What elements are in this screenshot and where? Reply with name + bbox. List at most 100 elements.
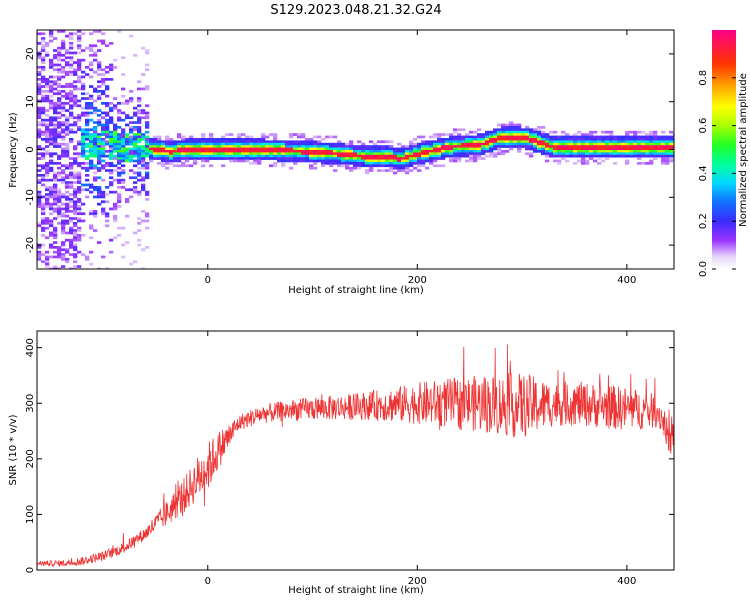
spectrogram-cell bbox=[61, 68, 66, 72]
spectrogram-cell bbox=[53, 54, 58, 57]
spectrogram-cell bbox=[57, 70, 62, 74]
spectrogram-cell bbox=[197, 157, 202, 160]
spectrogram-cell bbox=[69, 66, 74, 69]
spectrogram-cell bbox=[53, 152, 58, 156]
spectrogram-cell bbox=[381, 152, 386, 156]
spectrogram-cell bbox=[473, 152, 478, 156]
spectrogram-cell bbox=[513, 138, 518, 141]
spectrogram-cell bbox=[657, 140, 662, 144]
spectrogram-cell bbox=[97, 49, 102, 52]
spectrogram-cell bbox=[37, 123, 42, 127]
spectrogram-cell bbox=[653, 133, 658, 136]
spectrogram-cell bbox=[125, 157, 130, 160]
spectrogram-cell bbox=[621, 142, 626, 146]
spectrogram-cell bbox=[73, 212, 78, 216]
spectrogram-cell bbox=[61, 135, 66, 139]
spectrogram-cell bbox=[289, 166, 294, 170]
spectrogram-cell bbox=[93, 178, 98, 182]
spectrogram-cell bbox=[405, 145, 410, 148]
spectrogram-cell bbox=[117, 159, 122, 163]
spectrogram-cell bbox=[61, 231, 66, 235]
spectrogram-cell bbox=[473, 135, 478, 139]
spectrogram-cell bbox=[649, 162, 654, 165]
spectrogram-cell bbox=[393, 162, 398, 165]
spectrogram-cell bbox=[93, 99, 98, 103]
spectrogram-cell bbox=[97, 118, 102, 122]
spectrogram-cell bbox=[37, 224, 42, 228]
spectrogram-cell bbox=[113, 157, 118, 160]
spectrogram-cell bbox=[69, 90, 74, 93]
spectrogram-cell bbox=[65, 181, 70, 184]
spectrogram-cell bbox=[469, 145, 474, 148]
spectrogram-cell bbox=[49, 104, 54, 108]
spectrogram-cell bbox=[321, 159, 326, 163]
spectrogram-cell bbox=[489, 145, 494, 148]
spectrogram-cell bbox=[69, 174, 74, 177]
spectrogram-cell bbox=[653, 154, 658, 158]
spectrogram-cell bbox=[321, 154, 326, 158]
spectrogram-cell bbox=[357, 159, 362, 163]
spectrogram-cell bbox=[545, 142, 550, 146]
spectrogram-cell bbox=[261, 142, 266, 146]
spectrogram-cell bbox=[53, 102, 58, 105]
spectrogram-cell bbox=[505, 130, 510, 134]
spectrogram-cell bbox=[65, 142, 70, 146]
spectrogram-cell bbox=[77, 178, 82, 182]
snr-y-label: SNR (10 * v/v) bbox=[8, 414, 19, 485]
spectrogram-cell bbox=[413, 157, 418, 160]
spectrogram-cell bbox=[649, 140, 654, 144]
spectrogram-cell bbox=[473, 140, 478, 144]
spectrogram-cell bbox=[617, 140, 622, 144]
spectrogram-cell bbox=[45, 78, 50, 81]
spectrogram-cell bbox=[329, 142, 334, 146]
spectrogram-cell bbox=[65, 202, 70, 206]
spectrogram-cell bbox=[141, 135, 146, 139]
spectrogram-cell bbox=[121, 243, 126, 247]
spectrogram-cell bbox=[89, 212, 94, 216]
spectrogram-cell bbox=[629, 130, 634, 134]
spectrogram-cell bbox=[137, 104, 142, 108]
spectrogram-cell bbox=[457, 135, 462, 139]
spectrogram-cell bbox=[225, 154, 230, 158]
spectrogram-cell bbox=[357, 157, 362, 160]
spectrogram-cell bbox=[229, 138, 234, 141]
spectrogram-cell bbox=[81, 145, 86, 148]
spectrogram-cell bbox=[41, 166, 46, 170]
spectrogram-cell bbox=[213, 147, 218, 151]
spectrogram-cell bbox=[181, 152, 186, 156]
spectrogram-cell bbox=[221, 147, 226, 151]
spectrogram-cell bbox=[665, 154, 670, 158]
spectrogram-cell bbox=[597, 147, 602, 151]
spectrogram-cell bbox=[65, 116, 70, 120]
spectrogram-cell bbox=[441, 140, 446, 144]
spectrogram-cell bbox=[637, 147, 642, 151]
spectrogram-cell bbox=[669, 150, 674, 153]
spectrogram-cell bbox=[561, 145, 566, 148]
spectrogram-cell bbox=[365, 147, 370, 151]
spectrogram-cell bbox=[493, 135, 498, 139]
spectrogram-cell bbox=[41, 202, 46, 206]
spectrogram-cell bbox=[597, 142, 602, 146]
spectrogram-cell bbox=[81, 183, 86, 187]
spectrogram-cell bbox=[109, 133, 114, 136]
spectrogram-cell bbox=[249, 135, 254, 139]
spectrogram-cell bbox=[477, 147, 482, 151]
spectrogram-cell bbox=[73, 94, 78, 98]
spectrogram-cell bbox=[389, 154, 394, 158]
spectrogram-cell bbox=[97, 94, 102, 98]
spectrogram-cell bbox=[85, 145, 90, 148]
spectrogram-cell bbox=[601, 130, 606, 134]
spectrogram-cell bbox=[657, 154, 662, 158]
spectrogram-cell bbox=[69, 51, 74, 55]
spectrogram-cell bbox=[609, 145, 614, 148]
spectrogram-cell bbox=[105, 102, 110, 105]
spectrogram-cell bbox=[265, 135, 270, 139]
spectrogram-cell bbox=[37, 205, 42, 208]
spectrogram-cell bbox=[417, 157, 422, 160]
spectrogram-cell bbox=[549, 145, 554, 148]
spectrogram-cell bbox=[285, 154, 290, 158]
spectrogram-cell bbox=[437, 133, 442, 136]
spectrogram-cell bbox=[377, 164, 382, 168]
spectrogram-cell bbox=[81, 140, 86, 144]
